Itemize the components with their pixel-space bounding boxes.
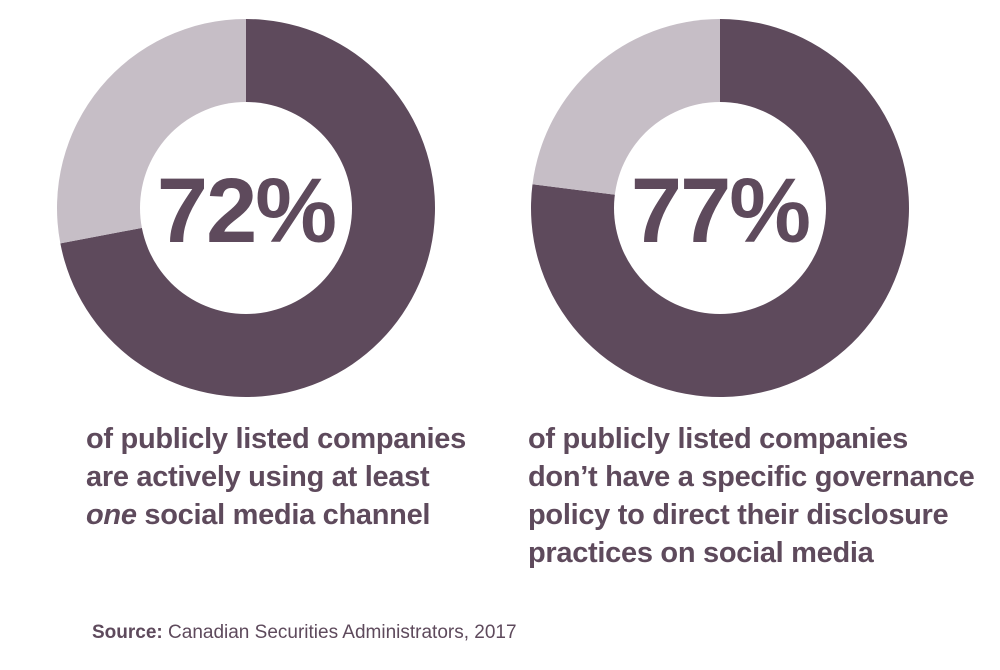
caption-line: of publicly listed companies bbox=[528, 423, 908, 455]
donut-chart-no-governance-policy: 77% bbox=[530, 18, 910, 398]
caption-line: policy to direct their disclosure bbox=[528, 499, 949, 531]
caption-line: of publicly listed companies bbox=[86, 423, 466, 455]
caption-actively-using: of publicly listed companies are activel… bbox=[86, 420, 506, 534]
source-label: Source: bbox=[92, 622, 163, 643]
donut-chart-actively-using: 72% bbox=[56, 18, 436, 398]
donut-hole bbox=[140, 102, 352, 314]
caption-no-governance-policy: of publicly listed companies don’t have … bbox=[528, 420, 988, 572]
caption-tail: social media channel bbox=[136, 499, 431, 531]
caption-emphasis: one bbox=[86, 499, 137, 531]
donut-svg-1: 72% bbox=[56, 19, 436, 398]
caption-line: practices on social media bbox=[528, 537, 874, 569]
percent-label-72: 72% bbox=[157, 160, 335, 262]
caption-line: don’t have a specific governance bbox=[528, 461, 975, 493]
donut-svg-2: 77% bbox=[531, 19, 909, 397]
source-text: Canadian Securities Administrators, 2017 bbox=[162, 622, 517, 643]
caption-line-last: one social media channel bbox=[86, 496, 506, 534]
donut-hole bbox=[614, 102, 826, 314]
caption-line: are actively using at least bbox=[86, 461, 430, 493]
source-citation: Source: Canadian Securities Administrato… bbox=[92, 622, 517, 644]
percent-label-77: 77% bbox=[631, 160, 809, 262]
